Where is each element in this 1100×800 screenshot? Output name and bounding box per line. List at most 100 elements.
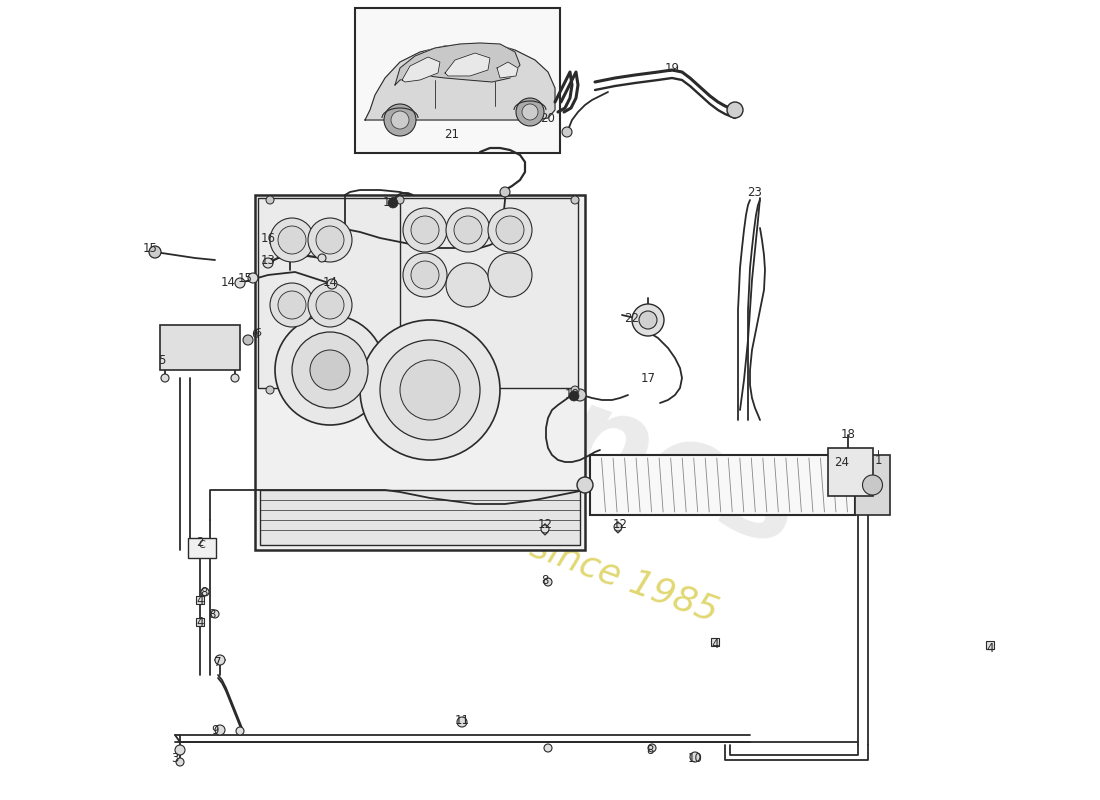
Circle shape [211, 610, 219, 618]
Text: europes: europes [242, 266, 818, 574]
Circle shape [327, 279, 337, 289]
Circle shape [310, 350, 350, 390]
Circle shape [278, 291, 306, 319]
Text: 6: 6 [254, 328, 262, 338]
Bar [260, 490, 580, 545]
Circle shape [544, 578, 552, 586]
Circle shape [632, 304, 664, 336]
Circle shape [248, 273, 258, 283]
Circle shape [161, 374, 169, 382]
Circle shape [379, 340, 480, 440]
Text: 23: 23 [748, 186, 762, 198]
Bar [355, 8, 560, 153]
Text: 5: 5 [158, 354, 166, 366]
Bar [711, 638, 719, 646]
Text: 22: 22 [625, 311, 639, 325]
Circle shape [308, 218, 352, 262]
Circle shape [266, 196, 274, 204]
Text: 15: 15 [238, 271, 252, 285]
Circle shape [263, 258, 273, 268]
Text: 3: 3 [172, 751, 178, 765]
Circle shape [411, 261, 439, 289]
Circle shape [316, 226, 344, 254]
Circle shape [388, 198, 398, 208]
Polygon shape [497, 62, 518, 78]
Circle shape [176, 758, 184, 766]
Circle shape [541, 525, 549, 533]
Bar [828, 448, 873, 496]
Circle shape [516, 98, 544, 126]
Circle shape [727, 102, 742, 118]
Text: 21: 21 [444, 129, 460, 142]
Bar [986, 641, 994, 649]
Bar [196, 618, 204, 626]
Circle shape [292, 332, 368, 408]
Text: 1: 1 [874, 454, 882, 466]
Circle shape [411, 216, 439, 244]
Circle shape [175, 745, 185, 755]
Text: C: C [199, 540, 206, 550]
Circle shape [690, 752, 700, 762]
Circle shape [396, 196, 404, 204]
Circle shape [571, 196, 579, 204]
Circle shape [456, 717, 468, 727]
Circle shape [648, 744, 656, 752]
Text: 17: 17 [640, 371, 656, 385]
Text: 20: 20 [540, 111, 556, 125]
Text: 4: 4 [196, 615, 204, 629]
Text: 9: 9 [211, 723, 219, 737]
Polygon shape [402, 57, 440, 82]
Text: 19: 19 [664, 62, 680, 74]
Circle shape [403, 253, 447, 297]
Text: 6: 6 [251, 329, 258, 342]
Circle shape [403, 208, 447, 252]
Bar [160, 325, 240, 370]
Circle shape [231, 374, 239, 382]
Bar [188, 538, 216, 558]
Circle shape [446, 263, 490, 307]
Text: 4: 4 [196, 594, 204, 606]
Circle shape [562, 127, 572, 137]
Circle shape [316, 291, 344, 319]
Circle shape [614, 523, 622, 531]
Polygon shape [446, 53, 490, 76]
Circle shape [454, 216, 482, 244]
Text: 16: 16 [261, 231, 275, 245]
Text: 12: 12 [613, 518, 627, 531]
Text: 8: 8 [200, 586, 208, 599]
Text: 14: 14 [220, 277, 235, 290]
Circle shape [544, 744, 552, 752]
Circle shape [201, 588, 209, 596]
Circle shape [278, 226, 306, 254]
Text: 4: 4 [712, 638, 718, 651]
Circle shape [496, 216, 524, 244]
Circle shape [148, 246, 161, 258]
Circle shape [574, 389, 586, 401]
Bar [258, 198, 403, 388]
Text: 14: 14 [322, 277, 338, 290]
Text: 10: 10 [688, 751, 703, 765]
Text: 8: 8 [208, 607, 216, 621]
Text: 11: 11 [454, 714, 470, 726]
Circle shape [275, 315, 385, 425]
Circle shape [390, 111, 409, 129]
Circle shape [488, 253, 532, 297]
Circle shape [235, 278, 245, 288]
Circle shape [488, 208, 532, 252]
Circle shape [214, 655, 225, 665]
Circle shape [308, 283, 352, 327]
Circle shape [360, 320, 500, 460]
Text: 13: 13 [261, 254, 275, 266]
Circle shape [318, 254, 326, 262]
Text: a part for parts since 1985: a part for parts since 1985 [257, 431, 723, 629]
Text: 7: 7 [214, 657, 222, 670]
Text: 24: 24 [835, 455, 849, 469]
Circle shape [270, 283, 314, 327]
Circle shape [862, 475, 882, 495]
Bar [855, 455, 890, 515]
Text: 18: 18 [383, 195, 397, 209]
Circle shape [522, 104, 538, 120]
Circle shape [639, 311, 657, 329]
Circle shape [266, 386, 274, 394]
Text: 15: 15 [143, 242, 157, 254]
